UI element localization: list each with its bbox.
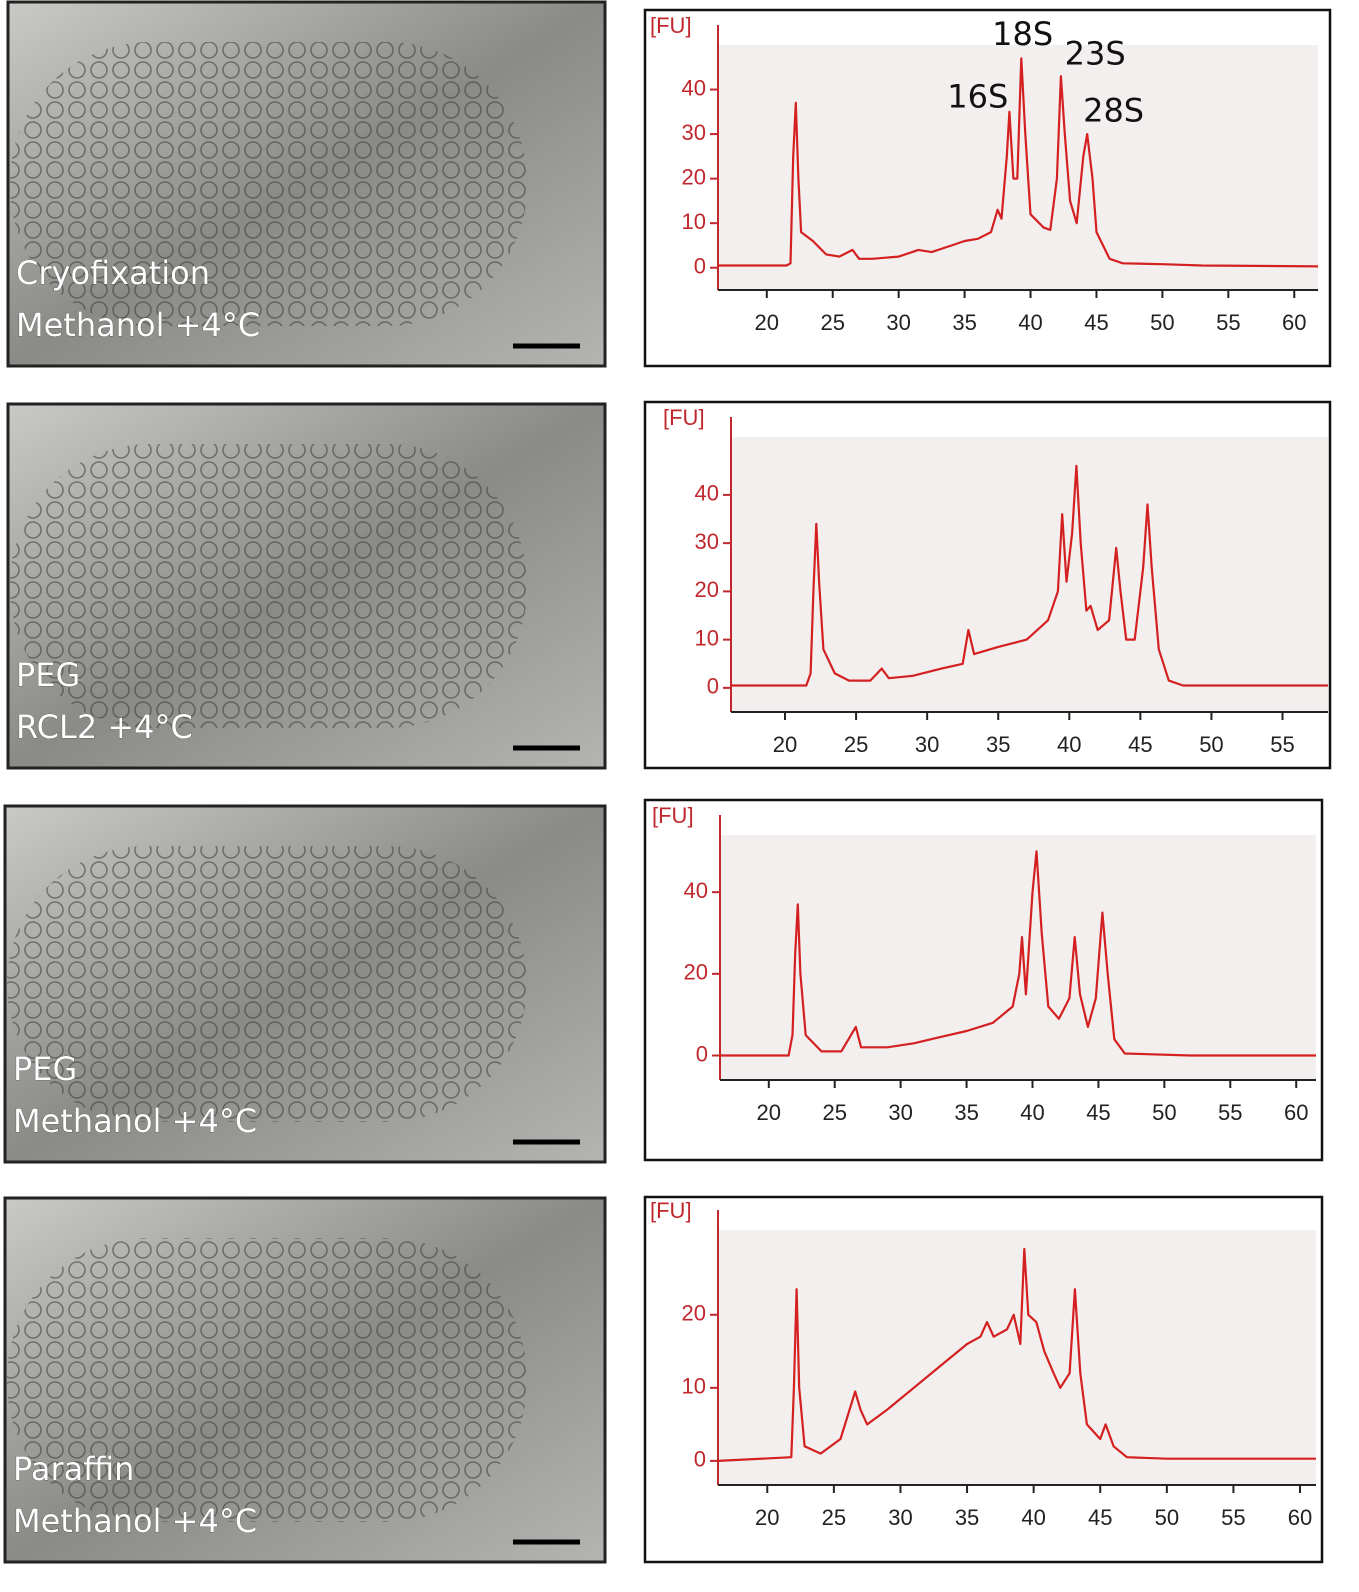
x-tick-label: 30 [915,732,939,757]
plot-area [718,1230,1316,1485]
micrograph-label: Cryofixation [16,254,210,292]
micrograph-texture [7,846,527,1122]
x-tick-label: 35 [986,732,1010,757]
x-tick-label: 20 [757,1100,781,1125]
x-tick-label: 25 [844,732,868,757]
y-tick-label: 40 [682,75,706,100]
x-tick-label: 45 [1128,732,1152,757]
x-tick-label: 55 [1216,310,1240,335]
micrograph-label: PEG [13,1050,77,1088]
plot-area [731,437,1328,712]
x-tick-label: 25 [822,1100,846,1125]
x-tick-label: 55 [1221,1505,1245,1530]
y-tick-label: 40 [695,481,719,506]
micrograph-texture [10,444,527,728]
x-tick-label: 25 [822,1505,846,1530]
x-tick-label: 40 [1020,1100,1044,1125]
y-axis-label: [FU] [650,1198,692,1223]
x-tick-label: 20 [755,1505,779,1530]
micrograph-label: Methanol +4°C [13,1502,257,1540]
x-tick-label: 35 [952,310,976,335]
x-tick-label: 25 [820,310,844,335]
y-tick-label: 20 [695,577,719,602]
y-tick-label: 40 [684,878,708,903]
y-tick-label: 0 [707,674,719,699]
x-tick-label: 45 [1088,1505,1112,1530]
x-tick-label: 30 [888,1505,912,1530]
x-tick-label: 50 [1150,310,1174,335]
y-tick-label: 20 [682,164,706,189]
y-tick-label: 10 [682,1374,706,1399]
y-axis-label: [FU] [652,803,694,828]
y-axis-label: [FU] [650,13,692,38]
micrograph-label: Methanol +4°C [16,306,260,344]
x-tick-label: 40 [1057,732,1081,757]
y-tick-label: 10 [682,209,706,234]
x-tick-label: 40 [1018,310,1042,335]
micrograph-texture [10,42,527,326]
x-tick-label: 55 [1218,1100,1242,1125]
peak-label: 16S [947,77,1008,115]
peak-label: 23S [1065,35,1126,73]
peak-label: 18S [992,15,1053,53]
peak-label: 28S [1083,92,1144,130]
trace [717,1247,1316,1462]
y-tick-label: 0 [694,254,706,279]
y-tick-label: 20 [682,1301,706,1326]
micrograph-label: Methanol +4°C [13,1102,257,1140]
x-tick-label: 30 [886,310,910,335]
y-tick-label: 10 [695,625,719,650]
trace [720,850,1316,1057]
x-tick-label: 45 [1086,1100,1110,1125]
y-tick-label: 30 [695,529,719,554]
micrograph-label: RCL2 +4°C [16,708,193,746]
x-tick-label: 50 [1155,1505,1179,1530]
x-tick-label: 20 [773,732,797,757]
x-tick-label: 20 [755,310,779,335]
x-tick-label: 35 [954,1100,978,1125]
y-tick-label: 20 [684,960,708,985]
x-tick-label: 45 [1084,310,1108,335]
plot-area [720,835,1316,1080]
x-tick-label: 50 [1199,732,1223,757]
micrograph-label: Paraffin [13,1450,134,1488]
micrograph-label: PEG [16,656,80,694]
x-tick-label: 60 [1284,1100,1308,1125]
micrograph-texture [7,1238,527,1522]
x-tick-label: 35 [955,1505,979,1530]
trace [718,57,1319,268]
x-tick-label: 50 [1152,1100,1176,1125]
x-tick-label: 40 [1021,1505,1045,1530]
y-tick-label: 0 [696,1041,708,1066]
x-tick-label: 55 [1270,732,1294,757]
y-tick-label: 0 [694,1447,706,1472]
trace [731,464,1328,687]
x-tick-label: 60 [1282,310,1306,335]
x-tick-label: 30 [888,1100,912,1125]
y-axis-label: [FU] [663,405,705,430]
x-tick-label: 60 [1288,1505,1312,1530]
y-tick-label: 30 [682,120,706,145]
